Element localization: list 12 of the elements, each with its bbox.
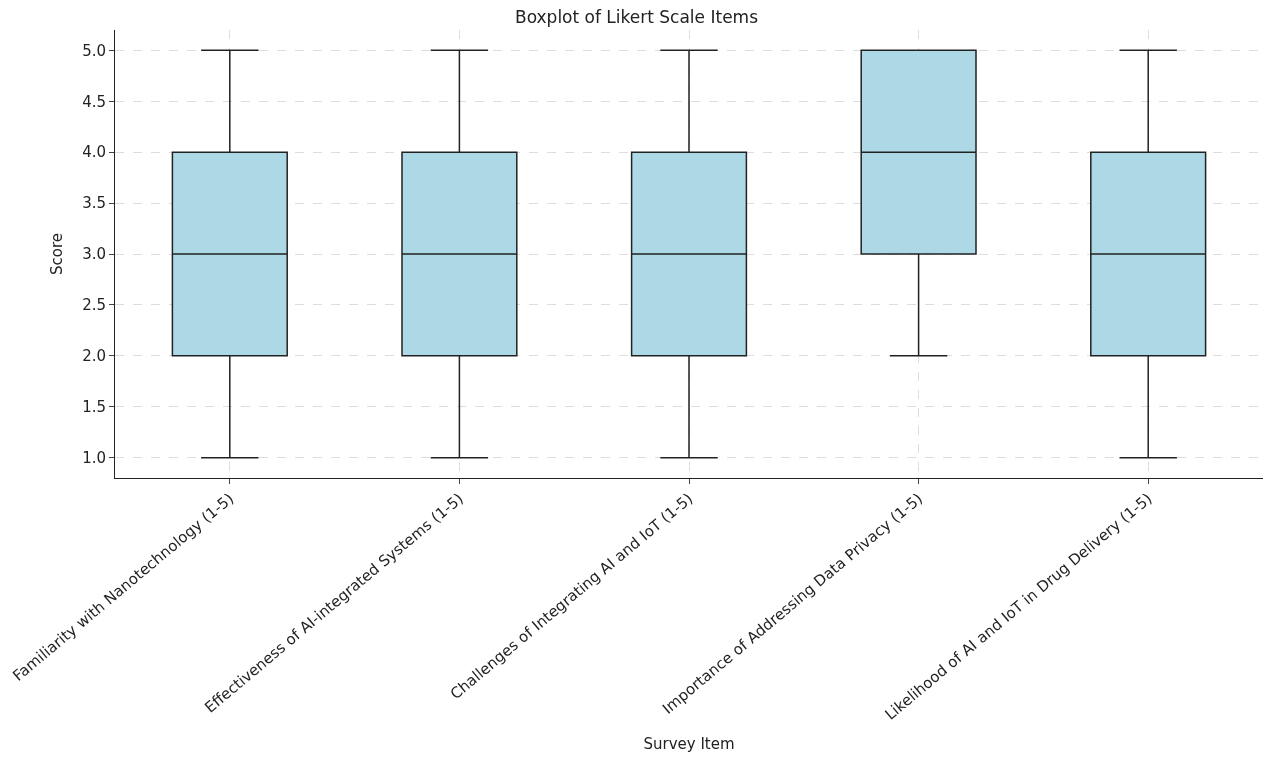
y-tick-label: 5.0 (82, 41, 106, 60)
y-tick-label: 2.0 (82, 347, 106, 366)
x-axis-title: Survey Item (643, 734, 735, 753)
y-tick-label: 1.5 (82, 397, 106, 416)
y-tick-label: 4.5 (82, 92, 106, 111)
y-tick-label: 4.0 (82, 143, 106, 162)
y-tick-label: 2.5 (82, 296, 106, 315)
y-tick-label: 1.0 (82, 448, 106, 467)
y-tick-label: 3.5 (82, 194, 106, 213)
y-axis-title: Score (48, 232, 67, 276)
chart-title: Boxplot of Likert Scale Items (514, 7, 759, 28)
y-tick-label: 3.0 (82, 245, 106, 264)
